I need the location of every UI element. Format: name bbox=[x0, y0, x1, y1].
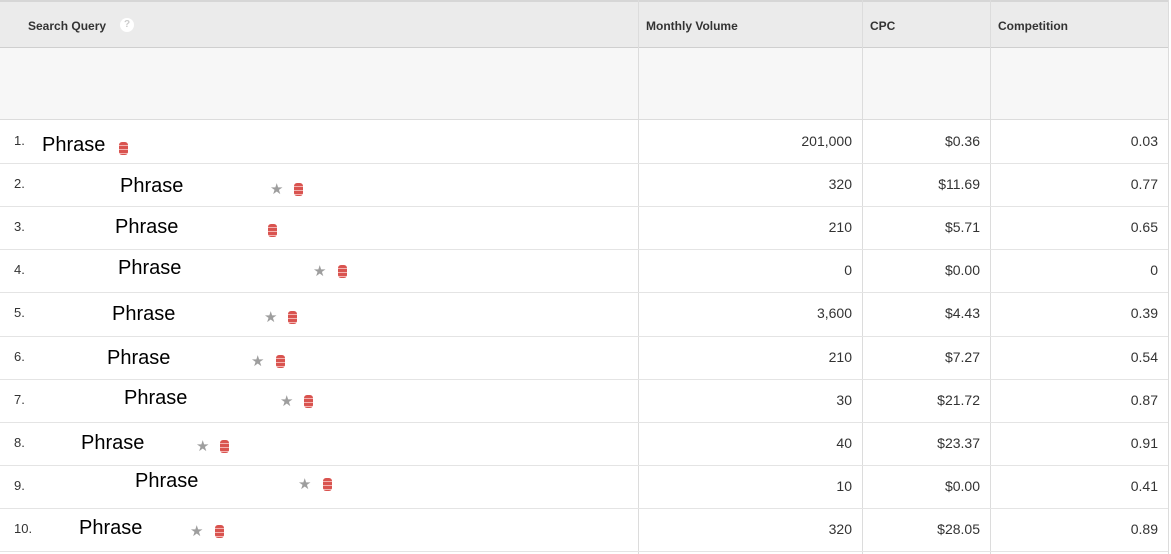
monthly-volume-cell: 201,000 bbox=[801, 133, 852, 149]
monthly-volume-cell: 320 bbox=[828, 521, 852, 537]
search-query-text[interactable]: Phrase bbox=[110, 303, 178, 326]
competition-cell: 0 bbox=[1150, 262, 1158, 278]
competition-cell: 0.54 bbox=[1130, 349, 1158, 365]
competition-cell: 0.39 bbox=[1130, 305, 1158, 321]
search-query-text[interactable]: Phrase bbox=[122, 387, 190, 410]
competition-cell: 0.03 bbox=[1130, 133, 1158, 149]
header-label: Competition bbox=[998, 19, 1068, 33]
row-divider bbox=[0, 292, 1168, 293]
competition-cell: 0.89 bbox=[1130, 521, 1158, 537]
filter-cell[interactable] bbox=[0, 48, 638, 120]
database-icon[interactable] bbox=[268, 224, 277, 237]
column-divider bbox=[862, 0, 863, 554]
database-icon[interactable] bbox=[323, 478, 332, 491]
star-icon[interactable]: ★ bbox=[264, 309, 278, 326]
database-icon[interactable] bbox=[288, 311, 297, 324]
star-icon[interactable]: ★ bbox=[280, 393, 294, 410]
row-index: 3. bbox=[14, 219, 25, 234]
monthly-volume-cell: 3,600 bbox=[816, 305, 852, 321]
header-label: CPC bbox=[870, 19, 896, 33]
row-divider bbox=[0, 336, 1168, 337]
monthly-volume-cell: 210 bbox=[828, 349, 852, 365]
cpc-cell: $11.69 bbox=[938, 176, 980, 192]
cpc-cell: $0.00 bbox=[944, 262, 980, 278]
database-icon[interactable] bbox=[276, 355, 285, 368]
search-query-text[interactable]: Phrase bbox=[113, 216, 181, 239]
column-divider bbox=[990, 0, 991, 554]
monthly-volume-cell: 210 bbox=[828, 219, 852, 235]
row-divider bbox=[0, 163, 1168, 164]
star-icon[interactable]: ★ bbox=[313, 263, 327, 280]
competition-cell: 0.91 bbox=[1130, 435, 1158, 451]
monthly-volume-cell: 10 bbox=[836, 478, 852, 494]
cpc-cell: $23.37 bbox=[937, 435, 980, 451]
database-icon[interactable] bbox=[215, 525, 224, 538]
database-icon[interactable] bbox=[119, 142, 128, 155]
row-index: 6. bbox=[14, 349, 25, 364]
row-divider bbox=[0, 422, 1168, 423]
help-icon[interactable]: ? bbox=[120, 18, 134, 32]
header-search-query[interactable]: Search Query ? bbox=[0, 0, 638, 48]
star-icon[interactable]: ★ bbox=[190, 523, 204, 540]
column-divider bbox=[1168, 0, 1169, 554]
cpc-cell: $0.00 bbox=[944, 478, 980, 494]
cpc-cell: $28.05 bbox=[937, 521, 980, 537]
competition-cell: 0.87 bbox=[1130, 392, 1158, 408]
column-divider bbox=[638, 0, 639, 554]
header-monthly-volume[interactable]: Monthly Volume bbox=[638, 0, 862, 48]
star-icon[interactable]: ★ bbox=[196, 438, 210, 455]
row-divider bbox=[0, 206, 1168, 207]
search-query-text[interactable]: Phrase bbox=[40, 134, 108, 157]
row-divider bbox=[0, 508, 1168, 509]
filter-cell[interactable] bbox=[862, 48, 990, 120]
star-icon[interactable]: ★ bbox=[298, 476, 312, 493]
monthly-volume-cell: 320 bbox=[828, 176, 852, 192]
search-query-text[interactable]: Phrase bbox=[79, 432, 147, 455]
header-competition[interactable]: Competition bbox=[990, 0, 1168, 48]
competition-cell: 0.41 bbox=[1130, 478, 1158, 494]
monthly-volume-cell: 0 bbox=[844, 262, 852, 278]
monthly-volume-cell: 40 bbox=[836, 435, 852, 451]
competition-cell: 0.77 bbox=[1130, 176, 1158, 192]
header-label: Monthly Volume bbox=[646, 19, 738, 33]
row-index: 1. bbox=[14, 133, 25, 148]
star-icon[interactable]: ★ bbox=[270, 181, 284, 198]
row-divider bbox=[0, 249, 1168, 250]
header-label: Search Query bbox=[28, 19, 107, 33]
database-icon[interactable] bbox=[220, 440, 229, 453]
row-index: 7. bbox=[14, 392, 25, 407]
cpc-cell: $7.27 bbox=[944, 349, 980, 365]
row-index: 2. bbox=[14, 176, 25, 191]
row-index: 10. bbox=[14, 521, 33, 536]
database-icon[interactable] bbox=[304, 395, 313, 408]
search-query-text[interactable]: Phrase bbox=[77, 517, 145, 540]
cpc-cell: $4.43 bbox=[944, 305, 980, 321]
row-divider bbox=[0, 551, 1168, 552]
search-query-text[interactable]: Phrase bbox=[105, 347, 173, 370]
row-index: 5. bbox=[14, 305, 25, 320]
monthly-volume-cell: 30 bbox=[836, 392, 852, 408]
cpc-cell: $5.71 bbox=[944, 219, 980, 235]
header-cpc[interactable]: CPC bbox=[862, 0, 990, 48]
cpc-cell: $0.36 bbox=[944, 133, 980, 149]
row-index: 9. bbox=[14, 478, 25, 493]
row-divider bbox=[0, 379, 1168, 380]
competition-cell: 0.65 bbox=[1130, 219, 1158, 235]
filter-cell[interactable] bbox=[638, 48, 862, 120]
row-divider bbox=[0, 465, 1168, 466]
database-icon[interactable] bbox=[338, 265, 347, 278]
search-query-text[interactable]: Phrase bbox=[116, 257, 184, 280]
search-query-text[interactable]: Phrase bbox=[118, 175, 186, 198]
row-index: 8. bbox=[14, 435, 25, 450]
star-icon[interactable]: ★ bbox=[251, 353, 265, 370]
search-query-text[interactable]: Phrase bbox=[133, 470, 201, 493]
filter-cell[interactable] bbox=[990, 48, 1168, 120]
row-index: 4. bbox=[14, 262, 25, 277]
database-icon[interactable] bbox=[294, 183, 303, 196]
cpc-cell: $21.72 bbox=[937, 392, 980, 408]
